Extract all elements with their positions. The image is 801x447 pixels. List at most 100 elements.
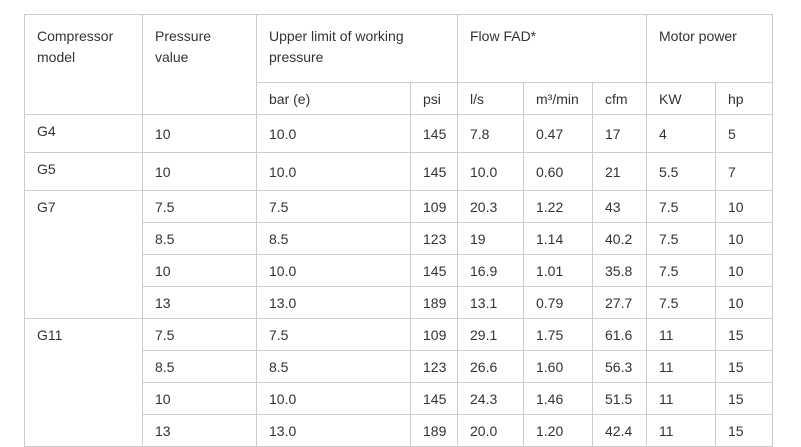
cell-pressure: 7.5: [142, 318, 257, 351]
table-row: 8.5 8.5 123 26.6 1.60 56.3 11 15: [25, 350, 773, 383]
cell-kw: 11: [646, 414, 716, 447]
cell-m3min: 0.79: [523, 286, 593, 319]
cell-hp: 5: [715, 114, 773, 153]
cell-hp: 7: [715, 152, 773, 191]
cell-m3min: 0.47: [523, 114, 593, 153]
cell-model: G5: [24, 152, 143, 191]
cell-ls: 20.0: [457, 414, 524, 447]
cell-ls: 29.1: [457, 318, 524, 351]
table-row: G5 10 10.0 145 10.0 0.60 21 5.5 7: [24, 152, 773, 191]
cell-kw: 11: [646, 350, 716, 383]
cell-ls: 13.1: [457, 286, 524, 319]
cell-cfm: 17: [592, 114, 647, 153]
header-unit-cfm: cfm: [592, 82, 647, 115]
cell-cfm: 61.6: [592, 318, 647, 351]
cell-m3min: 1.14: [523, 222, 593, 255]
header-upper-limit: Upper limit of working pressure: [256, 14, 458, 83]
cell-cfm: 42.4: [592, 414, 647, 447]
cell-bar: 7.5: [256, 190, 411, 223]
cell-kw: 11: [646, 382, 716, 415]
cell-bar: 7.5: [256, 318, 411, 351]
cell-bar: 8.5: [256, 350, 411, 383]
cell-pressure: 8.5: [142, 222, 257, 255]
cell-kw: 4: [646, 114, 716, 153]
cell-psi: 109: [410, 318, 458, 351]
cell-bar: 10.0: [256, 254, 411, 287]
cell-pressure: 7.5: [142, 190, 257, 223]
cell-hp: 10: [715, 222, 773, 255]
cell-ls: 20.3: [457, 190, 524, 223]
cell-ls: 19: [457, 222, 524, 255]
cell-pressure: 10: [142, 152, 257, 191]
header-unit-hp: hp: [715, 82, 773, 115]
cell-m3min: 1.46: [523, 382, 593, 415]
cell-m3min: 1.22: [523, 190, 593, 223]
cell-psi: 109: [410, 190, 458, 223]
cell-m3min: 1.75: [523, 318, 593, 351]
cell-kw: 7.5: [646, 190, 716, 223]
cell-hp: 15: [715, 350, 773, 383]
header-unit-kw: KW: [646, 82, 716, 115]
cell-kw: 7.5: [646, 222, 716, 255]
cell-pressure: 13: [142, 286, 257, 319]
cell-pressure: 13: [142, 414, 257, 447]
cell-ls: 24.3: [457, 382, 524, 415]
cell-ls: 10.0: [457, 152, 524, 191]
cell-hp: 15: [715, 318, 773, 351]
cell-bar: 10.0: [256, 114, 411, 153]
header-unit-bar: bar (e): [256, 82, 411, 115]
cell-bar: 8.5: [256, 222, 411, 255]
table-row: 10 10.0 145 24.3 1.46 51.5 11 15: [25, 382, 773, 415]
cell-cfm: 21: [592, 152, 647, 191]
cell-kw: 5.5: [646, 152, 716, 191]
cell-psi: 189: [410, 414, 458, 447]
compressor-spec-table-container: Compressor model Pressure value Upper li…: [24, 14, 773, 447]
cell-pressure: 10: [142, 254, 257, 287]
cell-hp: 10: [715, 254, 773, 287]
header-unit-m3min: m³/min: [523, 82, 593, 115]
cell-hp: 10: [715, 286, 773, 319]
header-unit-ls: l/s: [457, 82, 524, 115]
cell-ls: 16.9: [457, 254, 524, 287]
compressor-spec-table: Compressor model Pressure value Upper li…: [24, 14, 773, 447]
cell-psi: 145: [410, 382, 458, 415]
cell-pressure: 10: [142, 114, 257, 153]
cell-psi: 145: [410, 152, 458, 191]
table-row: 13 13.0 189 20.0 1.20 42.4 11 15: [25, 414, 773, 447]
table-row: G11 7.5 7.5 109 29.1 1.75 61.6 11 15: [24, 318, 773, 447]
table-row: 13 13.0 189 13.1 0.79 27.7 7.5 10: [25, 286, 773, 319]
cell-ls: 26.6: [457, 350, 524, 383]
cell-psi: 145: [410, 254, 458, 287]
header-motor-power: Motor power: [646, 14, 773, 83]
cell-hp: 10: [715, 190, 773, 223]
cell-cfm: 40.2: [592, 222, 647, 255]
cell-hp: 15: [715, 382, 773, 415]
header-unit-psi: psi: [410, 82, 458, 115]
table-row: G4 10 10.0 145 7.8 0.47 17 4 5: [24, 114, 773, 153]
cell-pressure: 8.5: [142, 350, 257, 383]
header-row-groups: Compressor model Pressure value Upper li…: [24, 14, 773, 115]
header-compressor-model: Compressor model: [24, 14, 143, 115]
cell-psi: 123: [410, 222, 458, 255]
header-flow-fad: Flow FAD*: [457, 14, 647, 83]
cell-bar: 10.0: [256, 152, 411, 191]
cell-cfm: 27.7: [592, 286, 647, 319]
cell-cfm: 56.3: [592, 350, 647, 383]
cell-bar: 13.0: [256, 414, 411, 447]
cell-m3min: 1.20: [523, 414, 593, 447]
cell-cfm: 43: [592, 190, 647, 223]
cell-bar: 10.0: [256, 382, 411, 415]
cell-cfm: 51.5: [592, 382, 647, 415]
cell-kw: 7.5: [646, 254, 716, 287]
cell-model: G4: [24, 114, 143, 153]
cell-model: G11: [24, 318, 143, 447]
table-row: G7 7.5 7.5 109 20.3 1.22 43 7.5 10: [24, 190, 773, 319]
cell-kw: 11: [646, 318, 716, 351]
header-row-units: bar (e) psi l/s m³/min cfm KW hp: [25, 82, 773, 115]
cell-psi: 145: [410, 114, 458, 153]
cell-kw: 7.5: [646, 286, 716, 319]
header-pressure-value: Pressure value: [142, 14, 257, 115]
cell-m3min: 1.60: [523, 350, 593, 383]
cell-cfm: 35.8: [592, 254, 647, 287]
